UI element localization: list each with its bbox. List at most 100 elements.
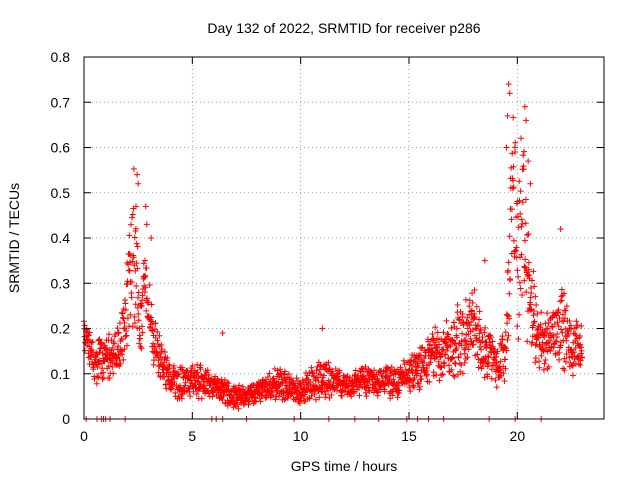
data-point (86, 329, 93, 336)
data-point (125, 267, 132, 274)
x-tick-labels: 0 5 10 15 20 (80, 428, 525, 444)
data-point (135, 289, 142, 296)
data-point (561, 355, 568, 362)
data-point (558, 286, 565, 293)
data-point (466, 303, 473, 310)
data-point (452, 360, 459, 367)
data-point (529, 277, 536, 284)
data-point (204, 367, 211, 374)
data-point (392, 371, 399, 378)
data-point (534, 327, 541, 334)
data-point (531, 307, 538, 314)
data-point (537, 321, 544, 328)
data-point (187, 393, 194, 400)
data-point (179, 366, 186, 373)
data-point (81, 347, 88, 354)
data-point (516, 279, 523, 286)
data-point (236, 382, 243, 389)
data-point (135, 317, 142, 324)
data-point (329, 368, 336, 375)
data-point (518, 135, 525, 142)
data-point (121, 346, 128, 353)
data-point (469, 290, 476, 297)
data-point (332, 365, 339, 372)
data-point (485, 359, 492, 366)
data-point (98, 339, 105, 346)
data-point (359, 365, 366, 372)
data-point (133, 260, 140, 267)
data-point (122, 300, 129, 307)
data-point (544, 310, 551, 317)
data-point (465, 319, 472, 326)
data-point (175, 371, 182, 378)
x-tick-label: 15 (401, 428, 417, 444)
data-point (122, 306, 129, 313)
data-point (408, 362, 415, 369)
data-point (478, 346, 485, 353)
data-point (387, 372, 394, 379)
data-point (536, 358, 543, 365)
data-point (219, 330, 226, 337)
data-point (476, 336, 483, 343)
data-point (509, 177, 516, 184)
data-point (469, 299, 476, 306)
grid (84, 57, 604, 419)
data-point (513, 244, 520, 251)
data-point (531, 318, 538, 325)
data-point (559, 329, 566, 336)
data-point (251, 398, 258, 405)
data-point (468, 307, 475, 314)
data-point (307, 379, 314, 386)
data-point (456, 317, 463, 324)
data-point (443, 317, 450, 324)
x-tick-label: 0 (80, 428, 88, 444)
data-point (453, 325, 460, 332)
data-point (154, 328, 161, 335)
data-point (156, 332, 163, 339)
data-point (491, 346, 498, 353)
data-point (429, 331, 436, 338)
data-point (493, 384, 500, 391)
data-point (561, 290, 568, 297)
data-point (438, 351, 445, 358)
data-point (122, 333, 129, 340)
data-point (517, 285, 524, 292)
data-point (519, 220, 526, 227)
data-point (145, 299, 152, 306)
data-point (112, 331, 119, 338)
data-point (542, 357, 549, 364)
data-point (311, 391, 318, 398)
data-point (134, 304, 141, 311)
data-point (572, 345, 579, 352)
data-point (451, 373, 458, 380)
data-point (526, 272, 533, 279)
data-point (118, 348, 125, 355)
data-point (142, 257, 149, 264)
data-point (272, 396, 279, 403)
data-point (242, 397, 249, 404)
data-point (501, 343, 508, 350)
data-point (198, 395, 205, 402)
data-point (455, 341, 462, 348)
data-point (356, 392, 363, 399)
data-point (400, 357, 407, 364)
data-point (578, 323, 585, 330)
data-point (471, 286, 478, 293)
data-point (517, 210, 524, 217)
data-point (579, 354, 586, 361)
data-point (271, 365, 278, 372)
data-point (534, 310, 541, 317)
data-point (525, 231, 532, 238)
data-point (91, 376, 98, 383)
data-point (529, 339, 536, 346)
data-point (577, 341, 584, 348)
data-point (481, 257, 488, 264)
data-point (165, 376, 172, 383)
data-point (81, 322, 88, 329)
data-point (448, 355, 455, 362)
data-point (522, 264, 529, 271)
data-point (485, 353, 492, 360)
data-point (143, 265, 150, 272)
data-point (351, 390, 358, 397)
data-point (115, 343, 122, 350)
